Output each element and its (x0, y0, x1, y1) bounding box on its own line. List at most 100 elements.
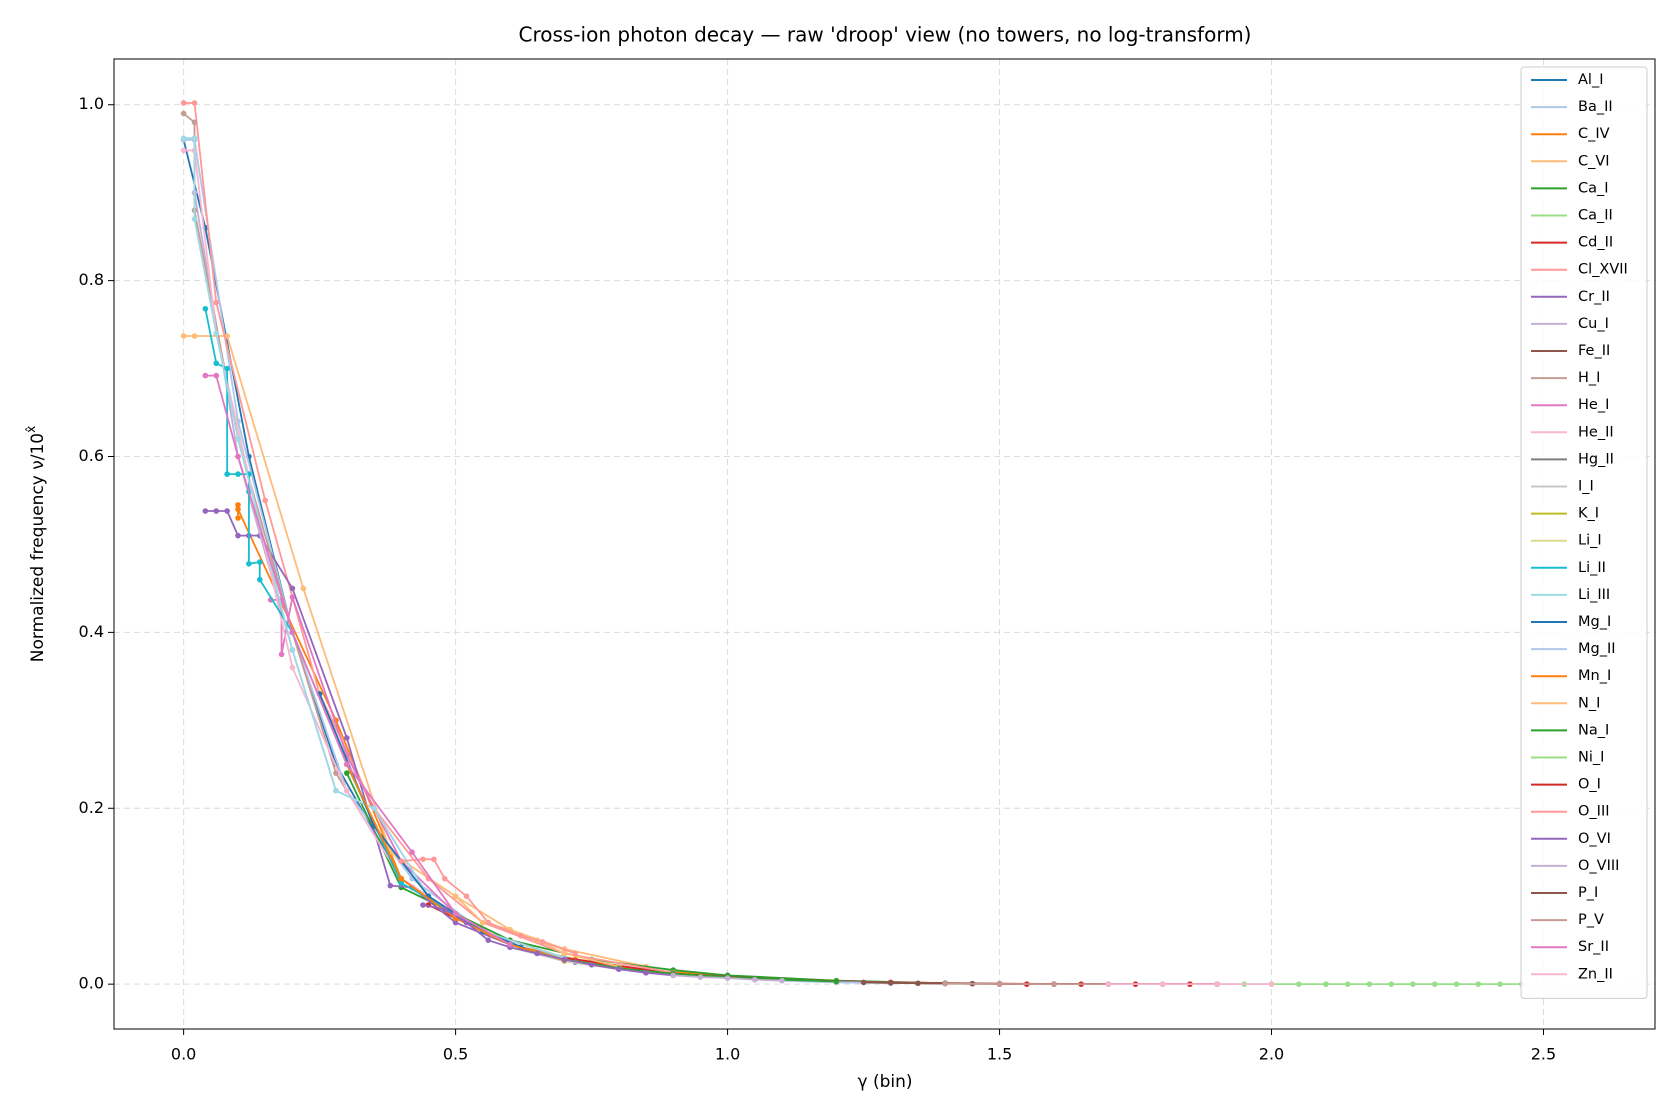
point (539, 939, 546, 945)
point (643, 969, 649, 976)
legend-label: O_I (1578, 777, 1601, 793)
y-axis-label: Normalized frequency ν/10x̂ (24, 426, 49, 662)
point (1051, 981, 1057, 987)
point (180, 147, 187, 154)
point (191, 119, 198, 126)
point (452, 919, 459, 926)
y-label-superscript: x̂ (24, 426, 38, 433)
legend-label: Cl_XVII (1578, 262, 1628, 278)
point (860, 979, 867, 986)
point (409, 849, 415, 856)
y-tick-label: 0.6 (79, 446, 104, 465)
legend-label: P_I (1578, 885, 1598, 901)
point (289, 664, 296, 671)
point (887, 980, 894, 986)
point (942, 980, 948, 987)
legend-label: I_I (1578, 479, 1594, 495)
point (1388, 981, 1394, 987)
legend-label: Na_I (1578, 722, 1609, 738)
point (1295, 981, 1302, 987)
point (235, 506, 241, 513)
point (588, 962, 595, 968)
point (191, 135, 198, 141)
point (289, 629, 296, 636)
legend-label: Li_III (1578, 587, 1610, 603)
point (224, 471, 230, 477)
point (1159, 981, 1166, 987)
point (1214, 981, 1220, 987)
point (224, 365, 230, 372)
point (561, 956, 568, 963)
legend-label: Li_II (1578, 560, 1606, 576)
point (180, 135, 187, 141)
legend-label: Cd_II (1578, 235, 1613, 251)
legend-label: Mg_I (1578, 614, 1611, 630)
point (180, 100, 187, 106)
legend-label: P_V (1578, 912, 1604, 928)
point (344, 735, 350, 741)
point (398, 880, 405, 886)
legend-label: Li_I (1578, 533, 1602, 549)
legend-label: Ca_II (1578, 208, 1613, 224)
chart-title: Cross-ion photon decay — raw 'droop' vie… (519, 23, 1252, 47)
legend-label: He_I (1578, 397, 1609, 413)
point (344, 770, 350, 776)
point (289, 585, 296, 592)
y-label-text: Normalized frequency ν/10 (28, 433, 48, 662)
point (180, 110, 187, 117)
x-tick-label: 2.5 (1531, 1045, 1556, 1064)
point (202, 508, 209, 514)
legend-label: Ba_II (1578, 99, 1613, 115)
legend-label: N_I (1578, 695, 1600, 711)
legend-box (1520, 66, 1648, 999)
point (1323, 981, 1329, 987)
x-tick-label: 2.0 (1259, 1045, 1284, 1064)
legend-label: Cr_II (1578, 289, 1610, 305)
y-tick-label: 0.0 (79, 974, 104, 993)
point (420, 902, 426, 908)
point (333, 787, 339, 794)
point (333, 770, 339, 776)
point (191, 216, 198, 222)
legend-label: Al_I (1578, 72, 1603, 88)
point (751, 976, 758, 983)
legend-label: H_I (1578, 370, 1600, 386)
y-tick-label: 0.2 (79, 798, 104, 817)
legend-label: C_VI (1578, 153, 1610, 169)
point (833, 978, 840, 985)
plot-area (180, 100, 1525, 987)
legend-label: He_II (1578, 424, 1614, 440)
x-tick-label: 0.5 (443, 1045, 468, 1064)
point (344, 761, 350, 768)
point (518, 932, 524, 939)
point (1344, 981, 1351, 987)
point (344, 787, 350, 794)
y-tick-label: 0.4 (79, 622, 104, 641)
point (202, 372, 209, 379)
y-tick-label: 1.0 (79, 94, 104, 113)
legend-label: K_I (1578, 506, 1599, 522)
point (615, 966, 622, 972)
point (1475, 981, 1482, 987)
point (213, 372, 220, 379)
x-tick-label: 1.5 (987, 1045, 1012, 1064)
point (213, 508, 220, 514)
point (398, 875, 405, 882)
point (479, 919, 486, 926)
point (246, 560, 252, 567)
x-axis-label: γ (bin) (857, 1072, 912, 1092)
point (485, 937, 492, 943)
point (441, 906, 448, 913)
point (180, 333, 187, 339)
point (278, 651, 285, 658)
point (779, 977, 785, 984)
point (441, 875, 448, 882)
point (431, 856, 437, 863)
legend-label: Sr_II (1578, 939, 1609, 955)
point (452, 910, 459, 917)
point (235, 515, 241, 521)
point (561, 950, 568, 957)
legend-label: Hg_II (1578, 451, 1614, 467)
